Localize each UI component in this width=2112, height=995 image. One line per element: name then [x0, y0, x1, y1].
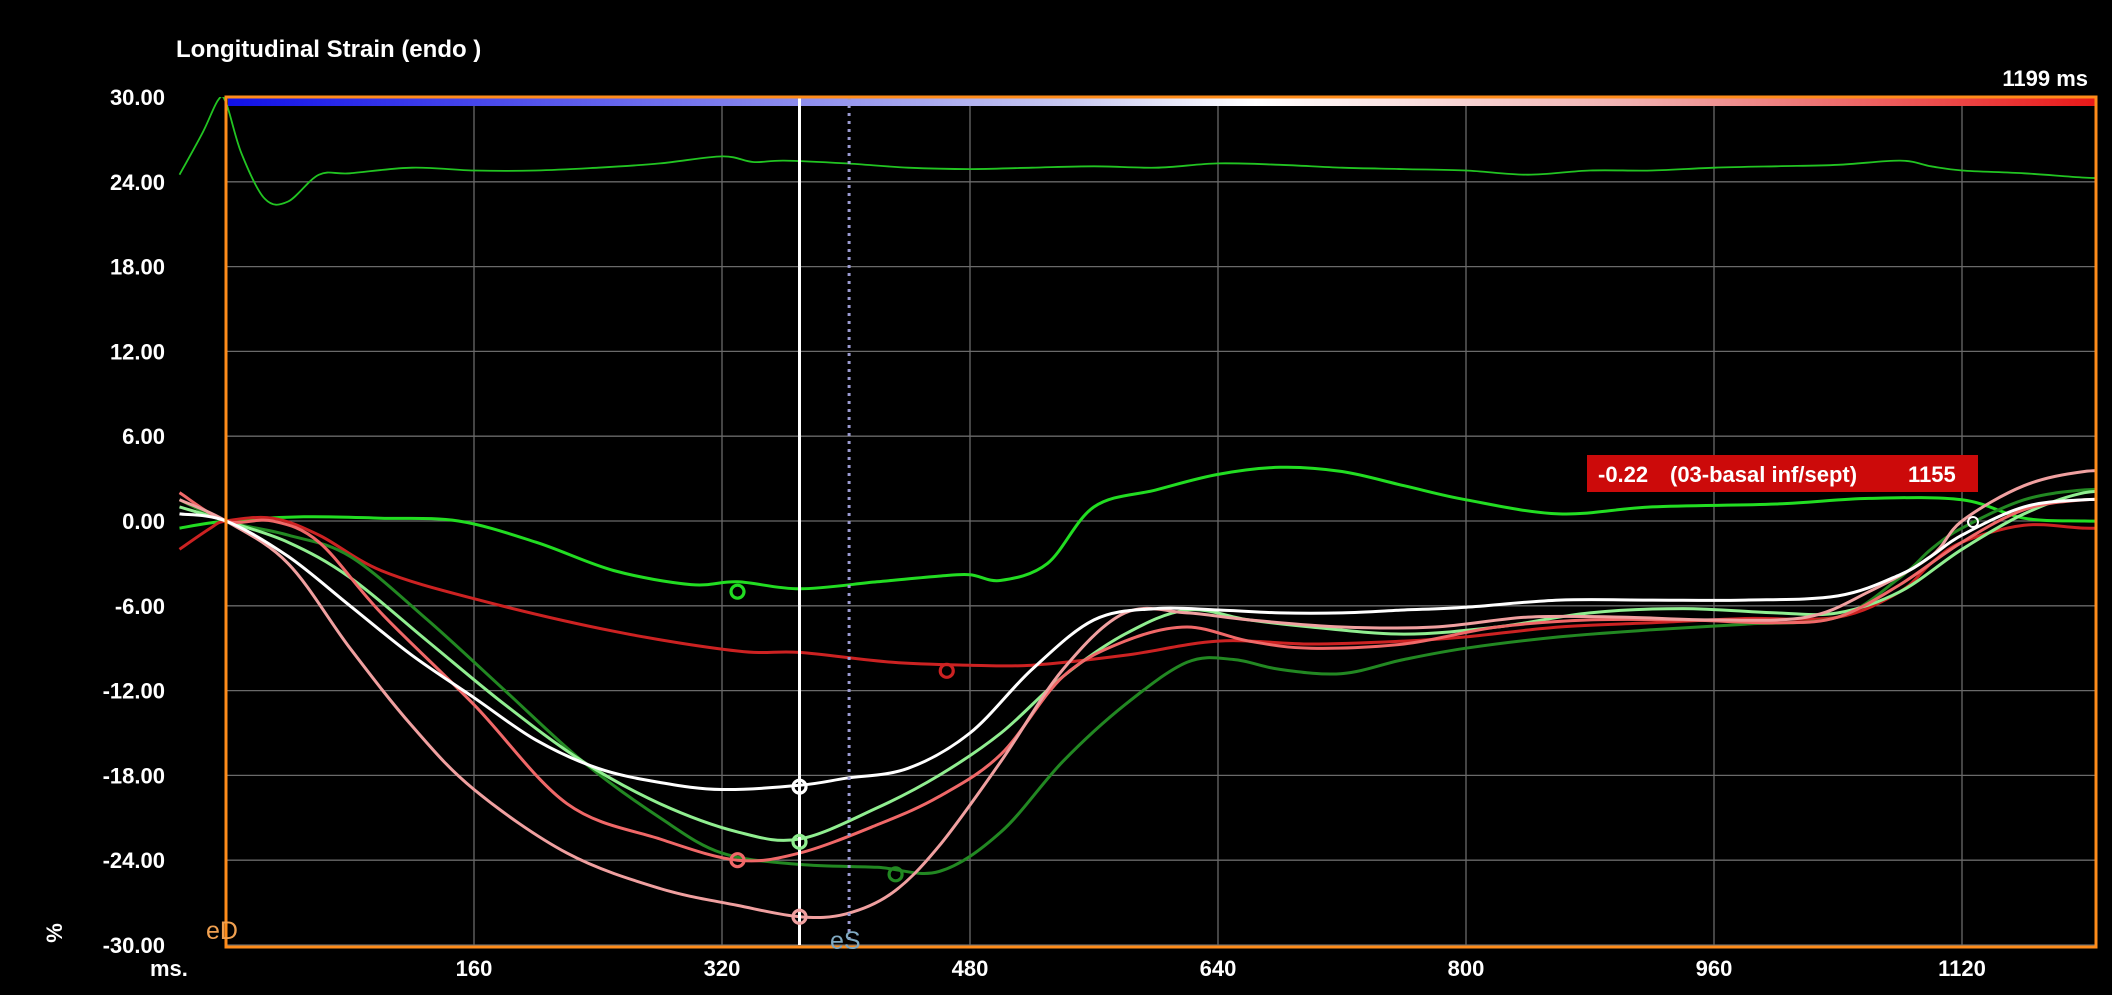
- x-tick-label: 800: [1448, 956, 1485, 981]
- plot-frame: [224, 95, 2098, 949]
- x-tick-label: 320: [704, 956, 741, 981]
- x-axis: 160 320 480 640 800 960 1120: [456, 956, 1986, 981]
- strain-curve-6: [178, 469, 2096, 919]
- strain-curve-3: [178, 487, 2096, 875]
- y-tick-label: -6.00: [115, 594, 165, 619]
- readout-segment: (03-basal inf/sept): [1670, 462, 1857, 487]
- peak-point-7[interactable]: [791, 778, 808, 795]
- y-axis-label: %: [42, 923, 67, 943]
- y-tick-label: 6.00: [122, 424, 165, 449]
- y-tick-label: 24.00: [110, 170, 165, 195]
- peak-point-5[interactable]: [729, 852, 746, 869]
- y-tick-label: -12.00: [103, 679, 165, 704]
- chart-title: Longitudinal Strain (endo ): [176, 36, 481, 63]
- series-group: [178, 97, 2096, 919]
- peak-points: [729, 583, 955, 925]
- readout-cursor-point: [1967, 516, 1979, 528]
- peak-point-6[interactable]: [791, 908, 808, 925]
- y-tick-label: 12.00: [110, 339, 165, 364]
- duration-label: 1199 ms: [2002, 66, 2088, 91]
- ed-label: eD: [206, 917, 238, 945]
- x-axis-label: ms.: [150, 956, 188, 981]
- x-tick-label: 960: [1696, 956, 1733, 981]
- peak-point-1[interactable]: [729, 583, 746, 600]
- peak-point-3[interactable]: [887, 866, 904, 883]
- x-tick-label: 1120: [1938, 956, 1986, 981]
- y-tick-label: 18.00: [110, 255, 165, 280]
- es-label: eS: [830, 927, 861, 955]
- strain-curve-1: [179, 465, 2096, 591]
- readout-label: -0.22 (03-basal inf/sept) 1155: [1587, 455, 1978, 492]
- y-tick-label: 0.00: [122, 509, 165, 534]
- time-color-bar: [228, 97, 2096, 106]
- x-tick-label: 480: [952, 956, 989, 981]
- y-tick-label: -30.00: [103, 933, 165, 958]
- readout-time: 1155: [1908, 462, 1956, 487]
- y-tick-label: -24.00: [103, 848, 165, 873]
- ecg-trace: [178, 97, 2096, 206]
- y-tick-label: -18.00: [103, 763, 165, 788]
- x-tick-label: 640: [1200, 956, 1237, 981]
- peak-point-2[interactable]: [938, 662, 955, 679]
- x-tick-label: 160: [456, 956, 493, 981]
- readout-value: -0.22: [1598, 462, 1648, 487]
- time-markers: [798, 97, 851, 945]
- y-axis: 30.00 24.00 18.00 12.00 6.00 0.00 -6.00 -12.00 -…: [103, 85, 165, 958]
- y-tick-label: 30.00: [110, 85, 165, 110]
- peak-point-4[interactable]: [791, 833, 808, 850]
- strain-curve-4: [179, 489, 2096, 842]
- strain-curve-7: [179, 497, 2096, 792]
